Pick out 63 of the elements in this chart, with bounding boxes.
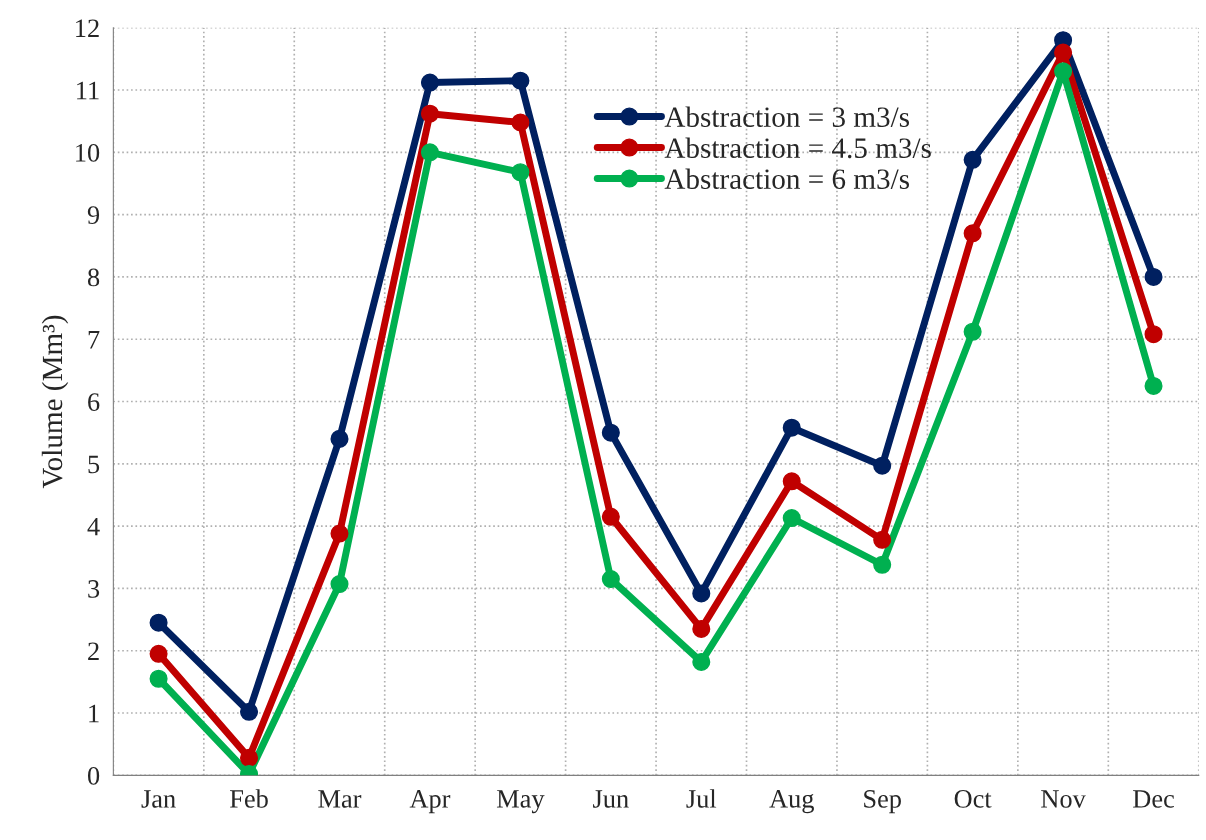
x-tick-label: Apr <box>409 790 451 814</box>
point <box>240 702 259 721</box>
x-tick-label: Aug <box>769 790 814 814</box>
point <box>511 113 530 132</box>
y-tick-label: 1 <box>89 704 99 723</box>
y-tick-label: 5 <box>88 455 100 474</box>
y-tick-label: 10 <box>76 143 100 162</box>
point <box>149 644 168 663</box>
x-tick-label: Jan <box>141 790 176 808</box>
x-tick-label: Oct <box>954 790 992 808</box>
point <box>873 530 892 549</box>
point <box>330 524 349 543</box>
y-tick-label: 12 <box>76 19 99 37</box>
y-tick-label: 6 <box>88 393 100 411</box>
point <box>692 619 711 638</box>
point <box>240 748 259 767</box>
y-tick-label: 7 <box>88 331 100 349</box>
y-tick-label: 2 <box>88 642 99 660</box>
point <box>601 423 620 442</box>
y-axis-title: Volume (Mm³) <box>41 315 69 489</box>
point <box>1144 325 1163 344</box>
point <box>330 429 349 448</box>
point <box>149 669 168 688</box>
point <box>692 584 711 603</box>
y-tick-label: 9 <box>87 206 100 225</box>
point <box>511 163 530 182</box>
point <box>873 456 892 475</box>
x-tick-label: Mar <box>318 790 362 808</box>
legend-label: Abstraction = 3 m3/s <box>664 106 910 128</box>
y-tick-label: 11 <box>77 81 99 100</box>
point <box>963 322 982 341</box>
y-tick-label: 0 <box>87 766 100 785</box>
x-tick-label: Sep <box>864 790 901 814</box>
point <box>420 143 439 162</box>
point <box>1054 62 1073 81</box>
point <box>601 570 620 589</box>
x-tick-label: Jun <box>593 790 629 808</box>
legend-label: Abstraction = 4.5 m3/s <box>664 137 931 159</box>
point <box>1054 43 1073 62</box>
x-tick-label: Feb <box>230 789 268 808</box>
point <box>1144 376 1163 395</box>
y-tick-label: 3 <box>88 580 100 598</box>
point <box>963 224 982 243</box>
point <box>511 71 530 90</box>
x-tick-label: Jul <box>686 789 717 808</box>
point <box>420 73 439 92</box>
point <box>1144 267 1163 286</box>
legend-label: Abstraction = 6 m3/s <box>664 168 910 190</box>
x-tick-label: Dec <box>1133 790 1174 808</box>
point <box>782 418 801 437</box>
point <box>601 507 620 526</box>
y-tick-label: 4 <box>87 517 100 536</box>
point <box>149 613 168 632</box>
x-tick-label: May <box>496 790 545 814</box>
point <box>873 555 892 574</box>
point <box>782 508 801 528</box>
point <box>420 104 439 123</box>
point <box>782 472 801 491</box>
x-tick-label: Nov <box>1041 790 1086 808</box>
point <box>330 575 349 594</box>
point <box>692 652 711 671</box>
point <box>963 150 982 169</box>
y-tick-label: 8 <box>87 268 100 287</box>
